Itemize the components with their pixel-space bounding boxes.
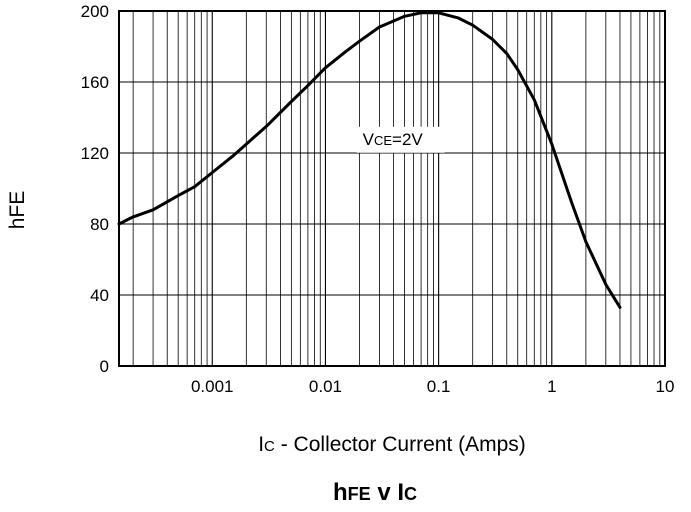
annotation-vce: VCE=2V (363, 130, 424, 149)
x-axis-label: IC - Collector Current (Amps) (258, 433, 526, 456)
x-tick-label: 0.01 (309, 377, 342, 396)
annotation-background (356, 126, 445, 153)
plot-frame (118, 10, 666, 367)
x-tick-labels: 0.001 0.01 0.1 1 10 (191, 377, 674, 396)
y-tick-label: 120 (81, 144, 109, 163)
x-tick-label: 1 (547, 377, 556, 396)
y-tick-label: 0 (100, 357, 109, 376)
series-layer (117, 11, 622, 309)
y-tick-label: 200 (81, 2, 109, 21)
x-tick-label: 0.1 (427, 377, 451, 396)
y-tick-label: 40 (90, 286, 109, 305)
y-axis-label: hFE (6, 191, 29, 230)
series-line-hfe (117, 11, 622, 309)
grid (119, 10, 665, 367)
y-tick-labels: 0 40 80 120 160 200 (81, 2, 109, 376)
x-tick-label: 10 (656, 377, 675, 396)
y-tick-label: 160 (81, 73, 109, 92)
x-tick-label: 0.001 (191, 377, 234, 396)
y-tick-label: 80 (90, 215, 109, 234)
chart-title: hFE v IC (333, 479, 417, 506)
